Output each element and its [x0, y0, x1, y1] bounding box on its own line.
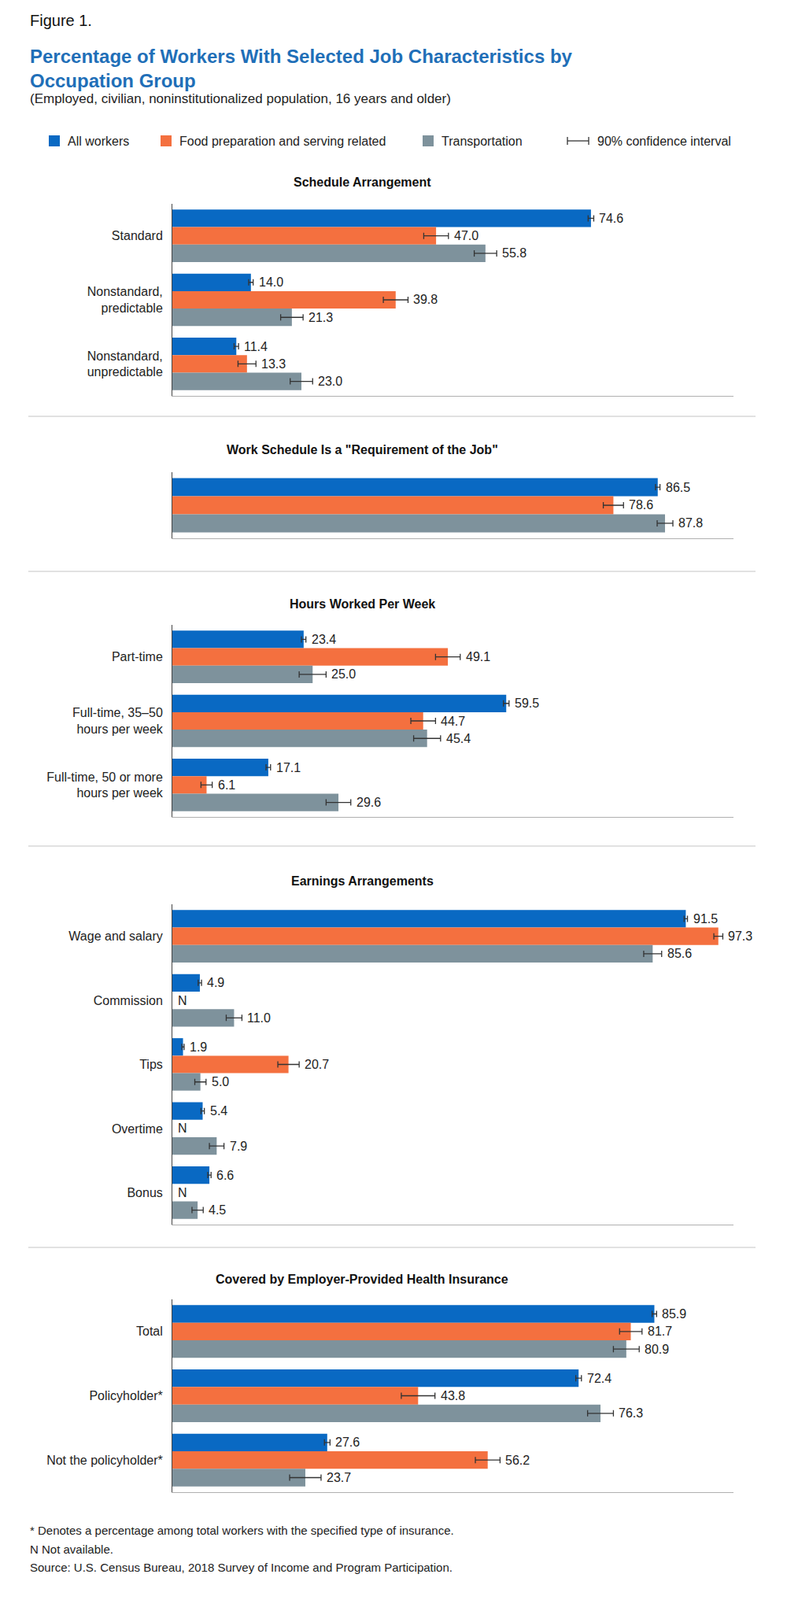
svg-text:56.2: 56.2: [505, 1453, 530, 1467]
svg-text:Bonus: Bonus: [126, 1186, 163, 1200]
svg-text:23.0: 23.0: [317, 374, 343, 388]
svg-text:85.9: 85.9: [661, 1307, 687, 1321]
svg-text:Full-time, 35–50hours per week: Full-time, 35–50hours per week: [72, 705, 164, 736]
svg-text:Nonstandard,unpredictable: Nonstandard,unpredictable: [87, 349, 163, 380]
svg-text:Covered by Employer-Provided H: Covered by Employer-Provided Health Insu…: [215, 1272, 509, 1286]
svg-text:Hours Worked Per Week: Hours Worked Per Week: [289, 597, 436, 611]
svg-text:86.5: 86.5: [665, 480, 691, 495]
svg-text:55.8: 55.8: [502, 246, 527, 260]
svg-text:Work Schedule Is a "Requiremen: Work Schedule Is a "Requirement of the J…: [226, 443, 499, 457]
svg-text:20.7: 20.7: [304, 1057, 329, 1072]
svg-text:Source: U.S. Census Bureau, 20: Source: U.S. Census Bureau, 2018 Survey …: [29, 1560, 453, 1574]
svg-text:N Not available.: N Not available.: [29, 1542, 114, 1556]
svg-text:Wage and salary: Wage and salary: [68, 929, 163, 943]
svg-text:Transportation: Transportation: [441, 134, 523, 148]
svg-text:Nonstandard,predictable: Nonstandard,predictable: [87, 284, 163, 315]
svg-text:Percentage of Workers With Sel: Percentage of Workers With Selected Job …: [29, 45, 573, 92]
svg-text:17.1: 17.1: [276, 761, 301, 775]
svg-text:Overtime: Overtime: [111, 1122, 163, 1136]
svg-text:87.8: 87.8: [678, 516, 703, 530]
svg-text:11.0: 11.0: [247, 1011, 271, 1025]
svg-text:39.8: 39.8: [413, 292, 438, 307]
svg-text:N: N: [177, 1121, 188, 1135]
svg-text:4.5: 4.5: [208, 1203, 226, 1217]
svg-text:23.7: 23.7: [326, 1470, 352, 1485]
svg-text:97.3: 97.3: [727, 929, 753, 943]
svg-text:4.9: 4.9: [206, 975, 225, 990]
svg-text:All workers: All workers: [67, 134, 130, 148]
svg-text:N: N: [177, 1186, 188, 1200]
svg-text:29.6: 29.6: [356, 795, 381, 810]
svg-text:Figure 1.: Figure 1.: [29, 11, 93, 30]
svg-text:23.4: 23.4: [311, 632, 337, 647]
svg-text:Commission: Commission: [93, 993, 163, 1008]
svg-text:Not the policyholder*: Not the policyholder*: [46, 1453, 163, 1467]
svg-text:78.6: 78.6: [628, 498, 654, 512]
svg-text:13.3: 13.3: [261, 357, 286, 371]
svg-text:21.3: 21.3: [308, 310, 333, 325]
svg-text:7.9: 7.9: [229, 1139, 248, 1153]
svg-text:76.3: 76.3: [618, 1406, 643, 1420]
svg-text:45.4: 45.4: [446, 731, 471, 746]
svg-text:Earnings Arrangements: Earnings Arrangements: [291, 874, 434, 888]
svg-text:5.4: 5.4: [210, 1104, 228, 1118]
svg-text:(Employed, civilian, noninstit: (Employed, civilian, noninstitutionalize…: [29, 91, 451, 107]
svg-text:91.5: 91.5: [693, 912, 718, 926]
svg-text:59.5: 59.5: [514, 696, 540, 710]
svg-text:90% confidence interval: 90% confidence interval: [597, 134, 732, 148]
svg-text:Policyholder*: Policyholder*: [88, 1389, 163, 1403]
svg-text:Schedule Arrangement: Schedule Arrangement: [293, 175, 432, 189]
svg-text:27.6: 27.6: [335, 1435, 360, 1449]
svg-text:14.0: 14.0: [258, 275, 284, 289]
svg-text:85.6: 85.6: [667, 946, 692, 961]
svg-text:* Denotes a percentage among t: * Denotes a percentage among total worke…: [29, 1523, 455, 1538]
svg-text:Food preparation and serving r: Food preparation and serving related: [179, 134, 386, 148]
svg-text:72.4: 72.4: [587, 1371, 612, 1386]
svg-text:43.8: 43.8: [440, 1389, 466, 1403]
svg-text:81.7: 81.7: [647, 1324, 673, 1338]
svg-text:44.7: 44.7: [440, 714, 466, 728]
svg-text:6.1: 6.1: [217, 778, 236, 792]
svg-text:11.4: 11.4: [243, 339, 268, 354]
svg-text:49.1: 49.1: [465, 650, 491, 664]
svg-text:6.6: 6.6: [216, 1168, 234, 1183]
svg-text:Total: Total: [136, 1324, 163, 1338]
svg-text:47.0: 47.0: [454, 229, 479, 243]
svg-text:1.9: 1.9: [189, 1040, 207, 1054]
svg-text:Tips: Tips: [139, 1057, 163, 1072]
svg-text:N: N: [177, 993, 188, 1008]
svg-text:5.0: 5.0: [211, 1075, 230, 1089]
svg-text:Full-time, 50 or morehours per: Full-time, 50 or morehours per week: [46, 770, 164, 801]
svg-text:80.9: 80.9: [644, 1342, 669, 1357]
svg-text:25.0: 25.0: [331, 667, 356, 681]
svg-text:Part-time: Part-time: [111, 650, 163, 664]
svg-text:74.6: 74.6: [598, 211, 624, 226]
svg-text:Standard: Standard: [111, 229, 163, 243]
